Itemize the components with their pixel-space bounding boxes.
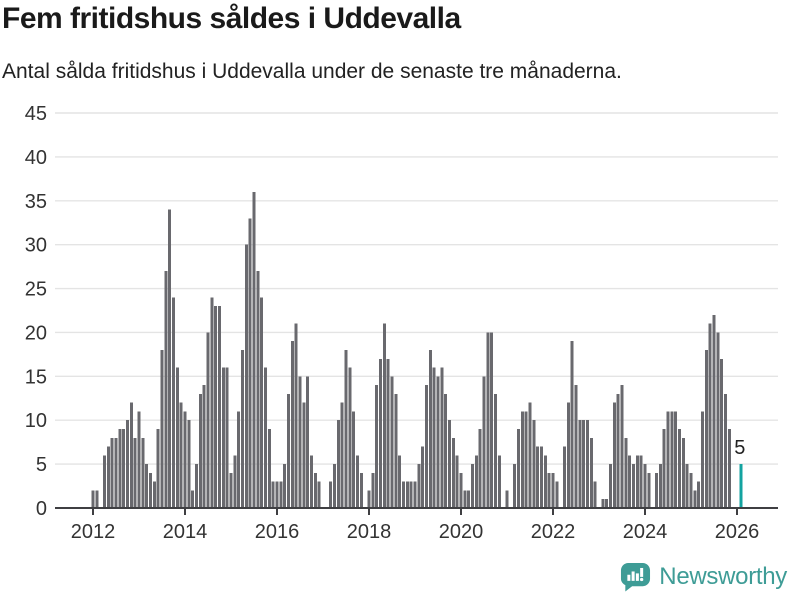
newsworthy-logo: Newsworthy xyxy=(620,561,787,592)
svg-text:30: 30 xyxy=(25,235,47,257)
svg-text:2024: 2024 xyxy=(623,521,668,543)
svg-text:2026: 2026 xyxy=(715,521,760,543)
svg-text:2016: 2016 xyxy=(255,521,300,543)
newsworthy-wordmark: Newsworthy xyxy=(659,562,787,590)
svg-text:0: 0 xyxy=(36,498,47,520)
chart-subtitle: Antal sålda fritidshus i Uddevalla under… xyxy=(2,60,622,83)
svg-text:15: 15 xyxy=(25,366,47,388)
svg-text:5: 5 xyxy=(36,454,47,476)
svg-text:2018: 2018 xyxy=(347,521,392,543)
newsworthy-icon xyxy=(621,562,651,592)
last-value-label: 5 xyxy=(734,437,745,459)
svg-text:10: 10 xyxy=(25,410,47,432)
svg-text:2012: 2012 xyxy=(71,521,116,543)
svg-text:20: 20 xyxy=(25,322,47,344)
chart-title: Fem fritidshus såldes i Uddevalla xyxy=(2,2,461,35)
svg-text:35: 35 xyxy=(25,191,47,213)
svg-text:2014: 2014 xyxy=(163,521,208,543)
svg-text:2020: 2020 xyxy=(439,521,484,543)
svg-text:25: 25 xyxy=(25,279,47,301)
svg-text:40: 40 xyxy=(25,147,47,169)
svg-text:45: 45 xyxy=(25,103,47,125)
svg-text:2022: 2022 xyxy=(531,521,576,543)
